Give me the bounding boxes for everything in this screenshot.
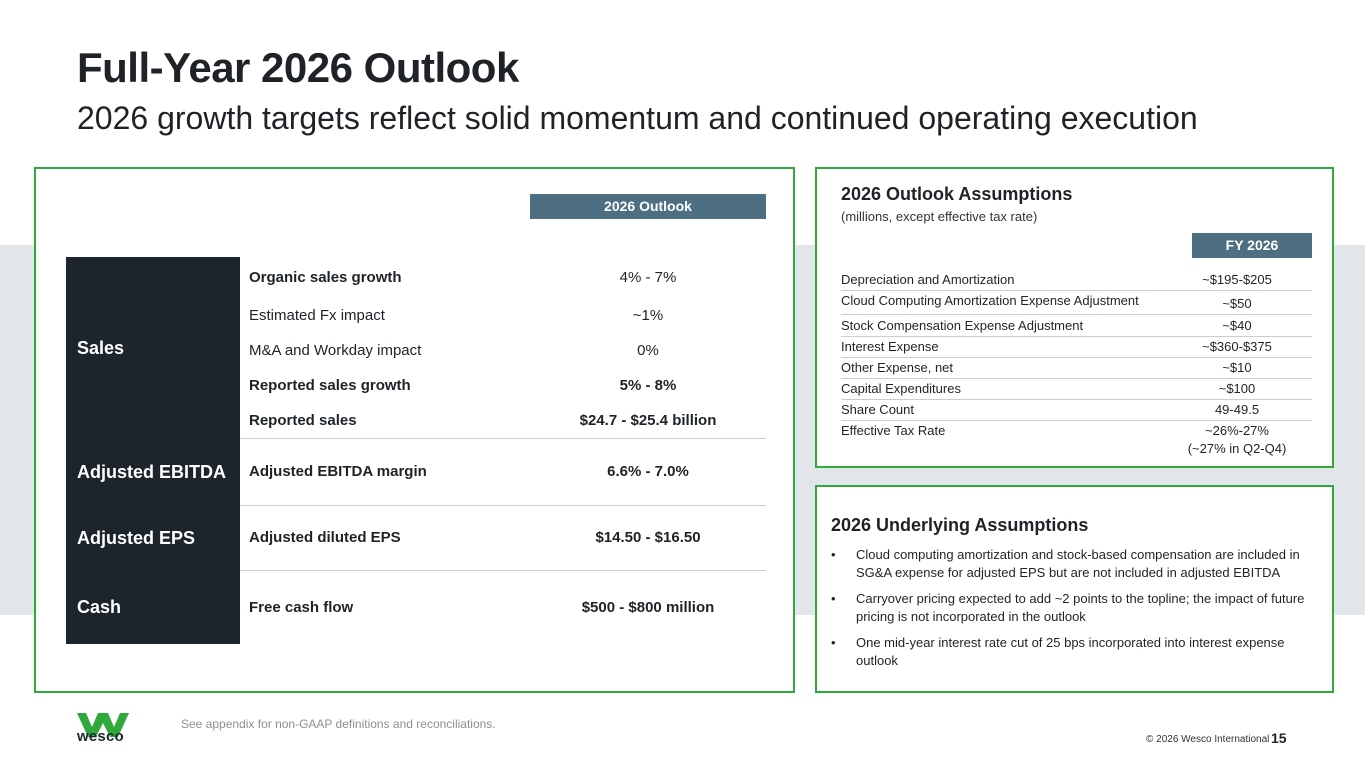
row-label-reported-sales: Reported sales xyxy=(249,412,357,429)
list-item: • One mid-year interest rate cut of 25 bp… xyxy=(831,635,1285,668)
underlying-title: 2026 Underlying Assumptions xyxy=(831,515,1089,535)
row-value-organic-sales-growth: 4% - 7% xyxy=(619,269,677,286)
row-divider xyxy=(240,570,766,571)
category-adjusted-eps: Adjusted EPS xyxy=(66,505,240,570)
outlook-panel: 2026 Outlook Sales Adjusted EBITDA Adjus… xyxy=(34,167,795,693)
assumption-label: Capital Expenditures xyxy=(841,381,961,396)
row-divider xyxy=(240,438,766,439)
assumption-label: Depreciation and Amortization xyxy=(841,272,1015,287)
bullet-icon: • xyxy=(831,591,836,606)
assumptions-subtitle: (millions, except effective tax rate) xyxy=(841,209,1038,224)
assumption-label: Share Count xyxy=(841,402,914,417)
assumption-value: ~$100 xyxy=(1218,381,1256,396)
copyright: © 2026 Wesco International xyxy=(1146,734,1270,745)
row-label-adjusted-diluted-eps: Adjusted diluted EPS xyxy=(249,529,401,546)
page-subtitle: 2026 growth targets reflect solid moment… xyxy=(77,100,1198,136)
bullet-icon: • xyxy=(831,547,836,562)
assumption-row: Effective Tax Rate ~26%-27% (~27% in Q2-… xyxy=(841,423,1312,461)
fy-column-header: FY 2026 xyxy=(1192,233,1312,258)
assumption-label: Interest Expense xyxy=(841,339,939,354)
outlook-assumptions-panel: 2026 Outlook Assumptions (millions, exce… xyxy=(815,167,1334,468)
assumption-label: Effective Tax Rate xyxy=(841,423,946,438)
list-item: • Cloud computing amortization and stock-… xyxy=(831,547,1300,580)
assumption-value: ~$40 xyxy=(1222,318,1252,333)
assumptions-title: 2026 Outlook Assumptions xyxy=(841,184,1073,204)
page-number: 15 xyxy=(1271,730,1287,746)
row-label-organic-sales-growth: Organic sales growth xyxy=(249,269,402,286)
assumption-value: 49-49.5 xyxy=(1214,402,1260,417)
row-value-free-cash-flow: $500 - $800 million xyxy=(581,599,715,616)
row-label-fx-impact: Estimated Fx impact xyxy=(249,307,385,324)
assumption-row: Capital Expenditures ~$100 xyxy=(841,381,1312,400)
row-value-adjusted-ebitda-margin: 6.6% - 7.0% xyxy=(607,463,689,480)
assumption-row: Stock Compensation Expense Adjustment ~$… xyxy=(841,318,1312,337)
assumption-row: Cloud Computing Amortization Expense Adj… xyxy=(841,293,1312,315)
assumption-label: Other Expense, net xyxy=(841,360,954,375)
row-value-reported-sales: $24.7 - $25.4 billion xyxy=(579,412,717,429)
row-value-ma-workday-impact: 0% xyxy=(637,342,659,359)
outlook-column-header: 2026 Outlook xyxy=(530,194,766,219)
footnote: See appendix for non-GAAP definitions an… xyxy=(181,717,496,731)
list-item: • Carryover pricing expected to add ~2 po… xyxy=(831,591,1305,624)
assumption-value: ~$10 xyxy=(1222,360,1252,375)
page-title: Full-Year 2026 Outlook xyxy=(77,44,519,91)
logo-wordmark: wesco xyxy=(77,728,124,745)
assumption-row: Interest Expense ~$360-$375 xyxy=(841,339,1312,358)
assumption-value-note: (~27% in Q2-Q4) xyxy=(1187,441,1287,456)
assumption-value: ~$195-$205 xyxy=(1202,272,1272,287)
row-divider xyxy=(240,505,766,506)
category-sales: Sales xyxy=(66,257,240,438)
assumption-value: ~26%-27% xyxy=(1205,423,1269,438)
row-label-adjusted-ebitda-margin: Adjusted EBITDA margin xyxy=(249,463,427,480)
row-label-ma-workday-impact: M&A and Workday impact xyxy=(249,342,422,359)
assumption-value: ~$360-$375 xyxy=(1202,339,1272,354)
assumption-label: Stock Compensation Expense Adjustment xyxy=(841,318,1084,333)
row-value-fx-impact: ~1% xyxy=(632,307,664,324)
category-cash: Cash xyxy=(66,570,240,644)
underlying-assumptions-panel: 2026 Underlying Assumptions • Cloud compu… xyxy=(815,485,1334,693)
wesco-logo-icon xyxy=(77,713,129,737)
underlying-list: • Cloud computing amortization and stock-… xyxy=(831,546,1311,678)
assumption-label: Cloud Computing Amortization Expense Adj… xyxy=(841,293,1139,308)
assumption-row: Depreciation and Amortization ~$195-$205 xyxy=(841,272,1312,291)
assumption-value: ~$50 xyxy=(1222,296,1252,311)
row-value-adjusted-diluted-eps: $14.50 - $16.50 xyxy=(595,529,701,546)
bullet-icon: • xyxy=(831,635,836,650)
row-label-reported-sales-growth: Reported sales growth xyxy=(249,377,411,394)
row-label-free-cash-flow: Free cash flow xyxy=(249,599,354,616)
category-adjusted-ebitda: Adjusted EBITDA xyxy=(66,438,240,505)
assumption-row: Share Count 49-49.5 xyxy=(841,402,1312,421)
row-value-reported-sales-growth: 5% - 8% xyxy=(619,377,677,394)
assumption-row: Other Expense, net ~$10 xyxy=(841,360,1312,379)
